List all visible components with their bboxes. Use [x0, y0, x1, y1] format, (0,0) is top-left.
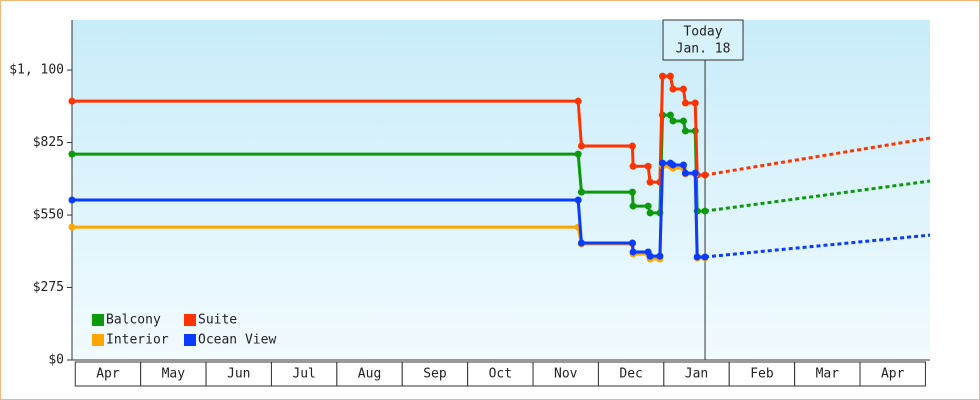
- point: [691, 99, 699, 107]
- point: [574, 196, 582, 204]
- y-tick-label: $550: [33, 208, 64, 223]
- point: [577, 239, 585, 247]
- point: [68, 97, 76, 105]
- legend-label: Ocean View: [198, 333, 276, 348]
- x-tick-label: Jul: [292, 367, 315, 382]
- x-tick-label: Jan: [685, 367, 708, 382]
- point: [646, 178, 654, 186]
- x-tick-label: Aug: [358, 367, 381, 382]
- point: [666, 111, 674, 119]
- point: [679, 85, 687, 93]
- point: [644, 162, 652, 170]
- point: [68, 223, 76, 231]
- point: [693, 253, 701, 261]
- month-cell: [663, 361, 730, 387]
- legend-label: Balcony: [106, 313, 161, 328]
- point: [691, 169, 699, 177]
- month-cell: [205, 361, 272, 387]
- today-box: [662, 19, 744, 61]
- month-cell: [270, 361, 338, 387]
- point: [629, 248, 637, 256]
- point: [659, 72, 667, 80]
- legend-swatch: [184, 334, 196, 346]
- point: [644, 202, 652, 210]
- point: [628, 188, 636, 196]
- point: [701, 207, 709, 215]
- point: [577, 188, 585, 196]
- point: [679, 161, 687, 169]
- point: [669, 85, 677, 93]
- month-cell: [794, 361, 861, 387]
- point: [629, 202, 637, 210]
- legend-label: Interior: [106, 333, 169, 348]
- x-tick-label: Jun: [227, 367, 250, 382]
- point: [68, 150, 76, 158]
- y-tick-label: $1, 100: [9, 63, 64, 78]
- point: [646, 252, 654, 260]
- month-cell: [140, 361, 207, 387]
- month-cell: [74, 361, 142, 387]
- plot-area: [72, 20, 930, 360]
- point: [574, 150, 582, 158]
- legend-label: Suite: [198, 313, 237, 328]
- price-line: [72, 161, 706, 259]
- point: [701, 171, 709, 179]
- x-tick-label: Nov: [554, 367, 578, 382]
- point: [656, 252, 664, 260]
- x-tick-label: Mar: [816, 367, 840, 382]
- point: [669, 161, 677, 169]
- point: [629, 162, 637, 170]
- forecast-line: [704, 179, 931, 213]
- point: [666, 72, 674, 80]
- point: [646, 209, 654, 217]
- point: [681, 99, 689, 107]
- point: [681, 127, 689, 135]
- legend-swatch: [184, 314, 196, 326]
- month-cell: [336, 361, 403, 387]
- price-line: [72, 74, 706, 184]
- month-cell: [532, 361, 599, 387]
- x-tick-label: Dec: [619, 367, 642, 382]
- y-tick-label: $275: [33, 280, 64, 295]
- y-tick-label: $0: [48, 353, 64, 368]
- point: [68, 196, 76, 204]
- x-tick-label: Apr: [881, 367, 905, 382]
- x-tick-label: May: [162, 367, 186, 382]
- month-cell: [859, 361, 926, 387]
- y-tick-label: $825: [33, 135, 64, 150]
- x-tick-label: Oct: [489, 367, 512, 382]
- point: [628, 142, 636, 150]
- point: [574, 97, 582, 105]
- point: [701, 253, 709, 261]
- legend-swatch: [92, 334, 104, 346]
- today-label: Today: [683, 25, 722, 40]
- point: [577, 142, 585, 150]
- point: [669, 117, 677, 125]
- point: [679, 117, 687, 125]
- forecast-line: [704, 136, 931, 177]
- point: [681, 169, 689, 177]
- today-date: Jan. 18: [676, 42, 731, 57]
- point: [628, 239, 636, 247]
- forecast-line: [704, 233, 931, 259]
- point: [659, 159, 667, 167]
- x-tick-label: Sep: [423, 367, 447, 382]
- x-tick-label: Feb: [750, 367, 774, 382]
- legend-swatch: [92, 314, 104, 326]
- x-tick-label: Apr: [96, 367, 120, 382]
